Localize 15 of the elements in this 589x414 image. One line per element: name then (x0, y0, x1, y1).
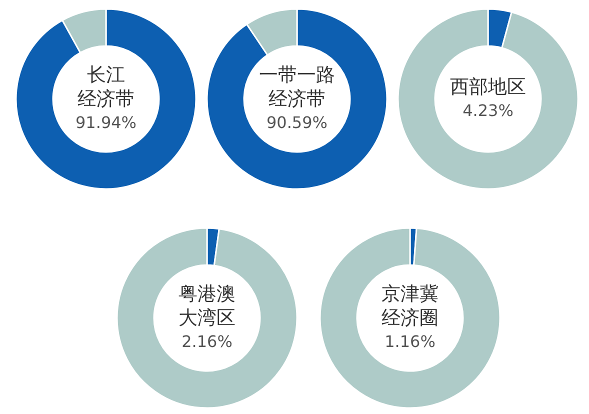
text: 粤港澳大湾区 (178, 282, 236, 330)
donut-slice (15, 8, 197, 190)
text: 西部地区 (450, 75, 526, 99)
text: 90.59% (265, 112, 328, 134)
text: 一带一路经济带 (259, 63, 335, 111)
text: 4.23% (462, 100, 514, 122)
donut-slice (319, 227, 501, 409)
donut-slice (206, 8, 388, 190)
donut-slice (116, 227, 298, 409)
donut-slice (397, 8, 579, 190)
text: 1.16% (384, 331, 436, 353)
text: 京津冀经济圈 (382, 282, 438, 330)
text: 长江经济带 (76, 63, 136, 111)
text: 2.16% (180, 331, 234, 353)
text: 91.94% (76, 112, 137, 134)
